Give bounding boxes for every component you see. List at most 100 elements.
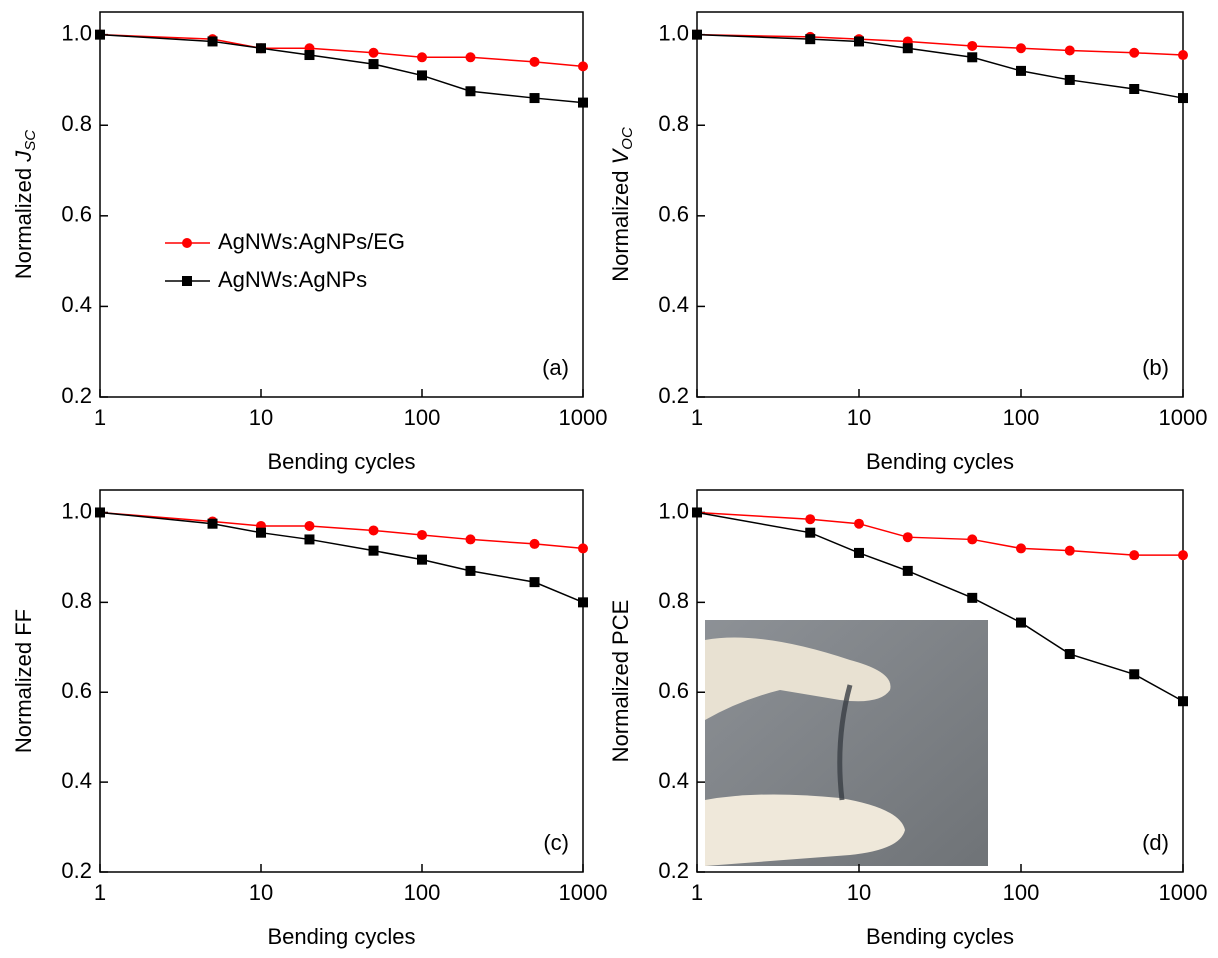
panel: 0.2 0.4 0.6 0.8 1.0 1 10 100 1000 Bending cycles N… [11, 489, 608, 949]
legend-marker [182, 238, 192, 248]
y-axis-label: Normalized PCE [608, 600, 633, 763]
marker [256, 43, 266, 54]
marker [1064, 45, 1075, 56]
marker [1016, 543, 1026, 554]
marker [967, 40, 978, 51]
y-tick-label: 0.4 [658, 768, 689, 793]
marker [967, 52, 978, 63]
marker [1178, 93, 1188, 104]
y-tick-label: 0.6 [658, 202, 689, 227]
marker [578, 61, 588, 72]
y-tick-label: 0.6 [61, 678, 92, 703]
marker [417, 554, 427, 565]
marker [368, 525, 379, 536]
marker [1016, 617, 1026, 628]
y-tick-label: 0.2 [658, 858, 689, 883]
plot-frame [696, 11, 1184, 398]
y-tick-label: 0.2 [61, 858, 92, 883]
marker [805, 527, 816, 538]
legend-label: AgNWs:AgNPs [218, 267, 367, 292]
marker [304, 534, 315, 545]
marker [805, 34, 816, 45]
marker [95, 507, 105, 518]
marker [692, 29, 702, 40]
marker [465, 86, 476, 97]
panel-label: (d) [1142, 830, 1169, 855]
panel: 0.2 0.4 0.6 0.8 1.0 1 10 100 1000 Bending cycles N… [608, 489, 1208, 949]
y-axis-label-text: Normalized FF [11, 609, 36, 753]
y-tick-label: 1.0 [61, 498, 92, 523]
marker [417, 529, 427, 540]
x-tick-label: 100 [1003, 880, 1040, 905]
y-tick-label: 0.4 [658, 292, 689, 317]
x-tick-label: 1 [94, 880, 106, 905]
panel: 0.2 0.4 0.6 0.8 1.0 1 10 100 1000 Bending cycles N… [11, 11, 608, 474]
marker [465, 52, 476, 63]
x-tick-label: 100 [404, 880, 441, 905]
marker [854, 547, 864, 558]
y-axis-label-text: Normalized PCE [608, 600, 633, 763]
marker [1016, 43, 1026, 54]
y-tick-label: 0.2 [658, 383, 689, 408]
marker [465, 565, 476, 576]
x-tick-label: 10 [847, 405, 871, 430]
marker [1064, 545, 1075, 556]
marker [578, 597, 588, 608]
marker [1178, 550, 1188, 561]
marker [529, 56, 540, 67]
marker [256, 527, 266, 538]
x-tick-label: 1000 [1159, 880, 1208, 905]
x-tick-label: 100 [404, 405, 441, 430]
y-tick-label: 0.6 [658, 678, 689, 703]
x-axis-label: Bending cycles [866, 449, 1014, 474]
x-tick-label: 1 [94, 405, 106, 430]
marker [1064, 649, 1075, 660]
marker [967, 534, 978, 545]
x-tick-label: 1 [691, 405, 703, 430]
marker [578, 543, 588, 554]
marker [805, 514, 816, 525]
marker [1129, 669, 1140, 680]
marker [368, 545, 379, 556]
marker [1129, 47, 1140, 58]
series-line [99, 33, 584, 104]
marker [529, 577, 540, 588]
marker [692, 507, 702, 518]
marker [578, 97, 588, 108]
marker [417, 52, 427, 63]
plot-frame [99, 11, 584, 398]
inset-photo [705, 620, 988, 866]
y-axis-label-subscript: OC [619, 127, 636, 150]
marker [1178, 696, 1188, 707]
series-line [99, 511, 584, 550]
x-tick-label: 10 [847, 880, 871, 905]
x-axis-label: Bending cycles [866, 924, 1014, 949]
plot-frame [99, 489, 584, 873]
marker [95, 29, 105, 40]
marker [967, 592, 978, 603]
marker [1064, 74, 1075, 85]
y-tick-label: 1.0 [658, 498, 689, 523]
legend-marker [182, 276, 192, 286]
marker [1129, 550, 1140, 561]
y-tick-label: 1.0 [658, 20, 689, 45]
x-tick-label: 1000 [559, 880, 608, 905]
x-tick-label: 1000 [559, 405, 608, 430]
y-axis-label-text: Normalized [608, 164, 633, 281]
marker [368, 47, 379, 58]
y-axis-label: Normalized FF [11, 609, 36, 753]
x-axis-label: Bending cycles [268, 924, 416, 949]
plot-frame [696, 489, 1184, 873]
x-tick-label: 100 [1003, 405, 1040, 430]
marker [854, 36, 864, 47]
y-tick-label: 0.4 [61, 768, 92, 793]
panel-label: (b) [1142, 355, 1169, 380]
marker [1016, 65, 1026, 76]
y-tick-label: 0.8 [61, 111, 92, 136]
y-tick-label: 0.8 [61, 588, 92, 613]
marker [902, 43, 913, 54]
marker [304, 520, 315, 531]
x-tick-label: 10 [249, 880, 273, 905]
series-line [99, 511, 584, 604]
